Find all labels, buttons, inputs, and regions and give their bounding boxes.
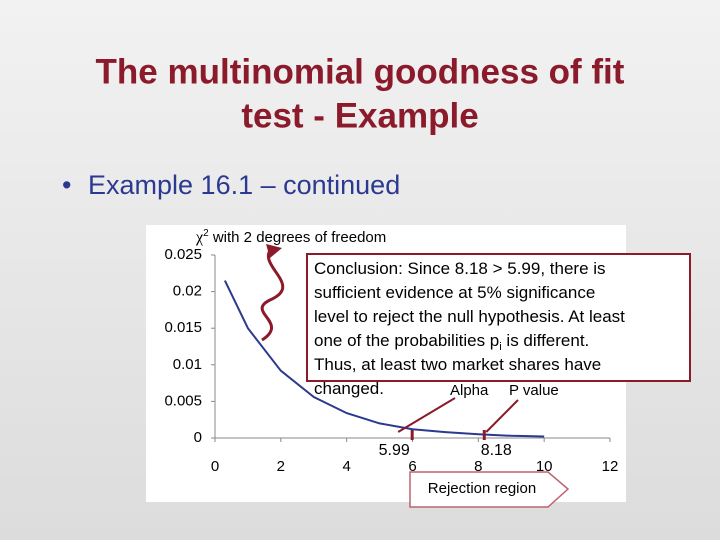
bullet: Example 16.1 – continued xyxy=(88,170,400,200)
x-tick-label: 0 xyxy=(211,458,219,475)
critical-label: 5.99 xyxy=(379,442,410,459)
conclusion-box xyxy=(306,253,691,382)
bullet-dot: • xyxy=(62,170,71,200)
conclusion-line: level to reject the null hypothesis. At … xyxy=(314,307,625,326)
title: test - Example xyxy=(241,96,478,135)
alpha-label: Alpha xyxy=(450,382,489,399)
statistic-label: 8.18 xyxy=(481,442,512,459)
text: level to reject the null hypothesis. At … xyxy=(314,307,625,326)
y-tick-label: 0.015 xyxy=(164,319,202,336)
curve xyxy=(223,280,545,438)
subscript: i xyxy=(499,341,501,353)
region-arrow xyxy=(409,471,570,508)
x-tick-label: 2 xyxy=(277,458,285,475)
arrow-head xyxy=(266,244,282,258)
x-tick-label: 8 xyxy=(474,458,482,475)
region-label: Rejection region xyxy=(428,480,536,497)
conclusion-line: Conclusion: Since 8.18 > 5.99, there is xyxy=(314,259,606,278)
x-tick-label: 12 xyxy=(602,458,619,475)
conclusion-line: changed. xyxy=(314,379,384,398)
y-tick-label: 0.005 xyxy=(164,392,202,409)
y-tick-label: 0.025 xyxy=(164,246,202,263)
text: changed. xyxy=(314,379,384,398)
superscript: 2 xyxy=(203,228,209,239)
curve-label: χ2 with 2 degrees of freedom xyxy=(195,228,386,246)
title: The multinomial goodness of fit xyxy=(96,52,625,91)
conclusion-line: one of the probabilities pi is different… xyxy=(314,331,589,352)
pvalue-label: P value xyxy=(509,382,559,399)
x-tick-label: 4 xyxy=(342,458,350,475)
x-tick-label: 6 xyxy=(408,458,416,475)
conclusion-line: Thus, at least two market shares have xyxy=(314,355,601,374)
y-tick-label: 0.02 xyxy=(173,283,202,300)
y-tick-label: 0 xyxy=(194,429,202,446)
text: Thus, at least two market shares have xyxy=(314,355,601,374)
symbol: χ xyxy=(195,229,204,246)
label: with 2 degrees of freedom xyxy=(209,229,387,246)
text: Conclusion: Since 8.18 > 5.99, there is xyxy=(314,259,606,278)
x-tick-label: 10 xyxy=(536,458,553,475)
conclusion-line: sufficient evidence at 5% significance xyxy=(314,283,595,302)
text: one of the probabilities p xyxy=(314,331,499,350)
text: sufficient evidence at 5% significance xyxy=(314,283,595,302)
pvalue-pointer xyxy=(485,399,519,433)
pointer-arrow xyxy=(260,246,285,342)
y-tick-label: 0.01 xyxy=(173,356,202,373)
alpha-pointer xyxy=(397,397,456,433)
text: is different. xyxy=(502,331,590,350)
